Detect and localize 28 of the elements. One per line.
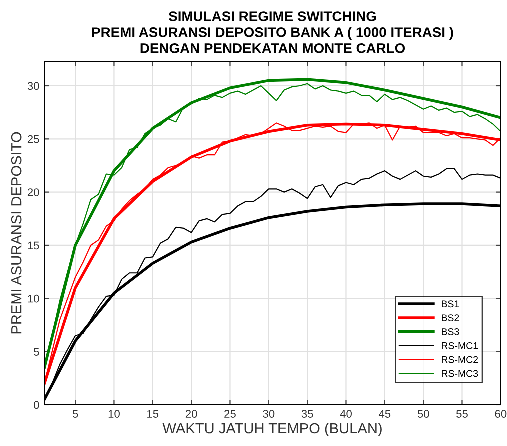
x-tick-label: 45 bbox=[378, 410, 391, 418]
y-tick-label: 5 bbox=[34, 348, 40, 356]
legend-label: RS-MC2 bbox=[442, 356, 478, 364]
x-tick-label: 40 bbox=[340, 410, 352, 418]
x-tick-label: 50 bbox=[418, 410, 430, 418]
y-axis-title: PREMI ASURANSI DEPOSITO bbox=[11, 132, 22, 334]
y-tick-label: 15 bbox=[28, 242, 40, 250]
x-tick-label: 25 bbox=[224, 410, 236, 418]
y-tick-label: 25 bbox=[28, 135, 40, 144]
x-tick-label: 10 bbox=[108, 410, 120, 418]
legend-label: BS1 bbox=[442, 300, 460, 308]
x-tick-label: 30 bbox=[263, 410, 275, 418]
x-tick-label: 60 bbox=[495, 410, 507, 418]
chart-title: SIMULASI REGIME SWITCHING PREMI ASURANSI DEPOSITO BANK A ( 1000 ITERASI ) DENGAN PENDEKATAN MONTE CARLO bbox=[92, 12, 454, 54]
legend-label: BS3 bbox=[442, 328, 460, 336]
x-tick-label: 15 bbox=[148, 410, 159, 418]
legend-label: BS2 bbox=[442, 314, 460, 322]
x-tick-label: 55 bbox=[456, 410, 468, 418]
legend-label: RS-MC3 bbox=[442, 370, 478, 378]
x-axis-title: WAKTU JATUH TEMPO (BULAN) bbox=[162, 422, 382, 437]
y-tick-label: 30 bbox=[28, 82, 40, 90]
y-tick-label: 10 bbox=[28, 294, 40, 303]
legend-label: RS-MC1 bbox=[442, 342, 478, 350]
x-tick-label: 5 bbox=[72, 410, 78, 418]
y-tick-label: 20 bbox=[28, 188, 40, 196]
x-tick-label: 35 bbox=[302, 410, 314, 418]
x-tick-label: 20 bbox=[186, 410, 198, 418]
y-tick-label: 0 bbox=[34, 401, 40, 410]
